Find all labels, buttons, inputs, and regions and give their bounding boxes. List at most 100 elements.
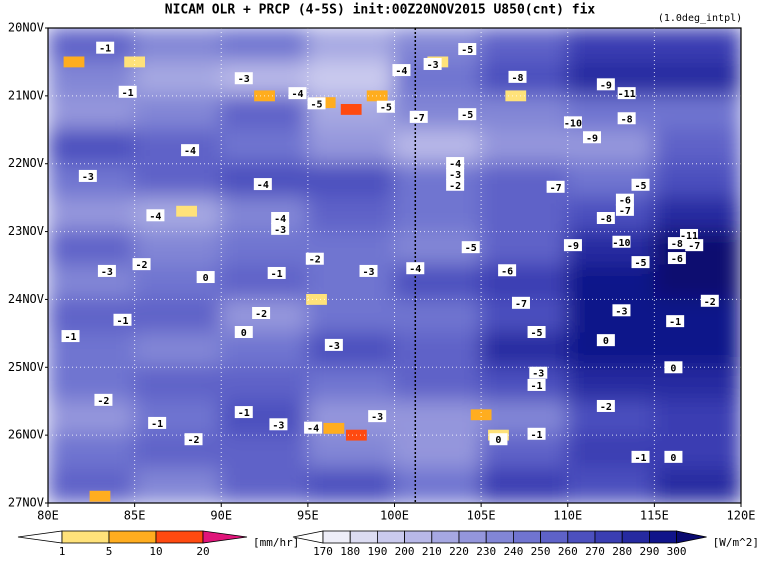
colorbar-cell	[621, 530, 650, 544]
contour-label: -5	[531, 328, 543, 339]
contour-label-bg	[527, 378, 546, 391]
olr-cell	[653, 264, 741, 301]
contour-label: 0	[203, 273, 209, 284]
contour-label: -1	[122, 88, 134, 99]
olr-cell	[133, 468, 223, 503]
contour-label: -1	[271, 269, 283, 280]
colorbar-cell	[485, 530, 514, 544]
olr-cell	[48, 366, 136, 403]
contour-label: -6	[619, 196, 631, 207]
olr-cell	[393, 196, 483, 233]
colorbar-cell	[404, 530, 433, 544]
y-tick-label: 25NOV	[8, 360, 44, 374]
olr-cell	[393, 128, 483, 165]
contour-label-bg	[146, 209, 165, 222]
contour-label-bg	[458, 108, 477, 121]
olr-cell	[566, 468, 656, 503]
olr-cell	[393, 332, 483, 369]
olr-cell	[393, 298, 483, 335]
overlay: -1-1-3-4-5 -5-4-3-5-7 -5-8-9-11-10 -8-9-4-3…	[8, 21, 759, 559]
contour-label: -3	[328, 341, 340, 352]
contour-label: -2	[188, 435, 200, 446]
contour-label: -5	[311, 99, 323, 110]
x-tick-label: 105E	[467, 509, 496, 523]
contour-label-bg	[458, 43, 477, 56]
precip-cell	[470, 409, 492, 421]
colorbar-label: 200	[395, 545, 415, 558]
colorbar-label: 20	[196, 545, 209, 558]
colorbar-label: 190	[367, 545, 387, 558]
contour-label: -9	[586, 133, 598, 144]
contour-label: -7	[515, 299, 527, 310]
olr-cell	[306, 468, 396, 503]
colorbar-cell	[594, 530, 623, 544]
contour-label: -7	[550, 183, 562, 194]
contour-label: -8	[621, 114, 633, 125]
contour-label-bg	[612, 235, 631, 248]
olr-cell	[480, 28, 569, 63]
contour-label-bg	[234, 72, 253, 85]
contour-label-bg	[253, 178, 272, 191]
contour-label-bg	[234, 326, 253, 338]
contour-label-bg	[406, 262, 425, 275]
olr-cell	[48, 264, 136, 301]
contour-label: 0	[495, 435, 501, 446]
olr-cell	[480, 196, 569, 233]
olr-cell	[133, 298, 223, 335]
x-tick-label: 110E	[553, 509, 582, 523]
contour-label: -8	[511, 73, 523, 84]
olr-cell	[480, 230, 569, 267]
x-tick-label: 90E	[210, 509, 232, 523]
contour-label: -6	[501, 266, 513, 277]
olr-cell	[133, 366, 223, 403]
contour-label-bg	[409, 110, 428, 123]
colorbar-label: 180	[340, 545, 360, 558]
contour-label: -7	[413, 113, 425, 124]
y-tick-label: 27NOV	[8, 496, 44, 510]
olr-cell	[653, 128, 741, 165]
chart-title: NICAM OLR + PRCP (4-5S) init:00Z20NOV201…	[165, 3, 596, 18]
contour-label-bg	[288, 87, 307, 100]
colorbar-label: 280	[612, 545, 632, 558]
contour-label-bg	[563, 239, 582, 252]
colorbar-cell	[61, 530, 110, 544]
contour-label: -2	[449, 181, 461, 192]
y-tick-label: 22NOV	[8, 156, 44, 170]
contour-label: -3	[82, 172, 94, 183]
contour-label: -7	[619, 206, 631, 217]
contour-label-bg	[97, 264, 116, 277]
colorbar-label: 300	[667, 545, 687, 558]
contour-label-bg	[181, 144, 200, 157]
contour-label-bg	[583, 131, 602, 144]
olr-cell	[653, 28, 741, 63]
precip-cell	[176, 205, 197, 217]
olr-cell	[220, 332, 309, 369]
colorbar-label: 5	[106, 545, 113, 558]
contour-label-bg	[148, 416, 167, 429]
contour-label-bg	[118, 85, 137, 98]
contour-label-bg	[271, 212, 290, 224]
contour-label: -1	[116, 316, 128, 327]
contour-label: -10	[564, 118, 582, 129]
contour-label: -2	[136, 260, 148, 271]
contour-label: -1	[634, 453, 646, 464]
colorbar-cell	[540, 530, 569, 544]
olr-cell	[393, 434, 483, 471]
contour-label-bg	[596, 78, 615, 91]
contour-label: -7	[688, 241, 700, 252]
contour-label-bg	[269, 418, 288, 431]
contour-label: -5	[461, 45, 473, 56]
chart-subtitle: (1.0deg_intpl)	[658, 13, 742, 24]
colorbar-cell	[458, 530, 487, 544]
olr-cell	[220, 230, 309, 267]
colorbar-label: 250	[531, 545, 551, 558]
contour-label-bg	[252, 307, 271, 319]
colorbar-cell	[376, 530, 405, 544]
contour-label-bg	[631, 450, 650, 463]
contour-label-bg	[324, 338, 343, 351]
contour-label-bg	[113, 313, 132, 326]
olr-cell	[306, 332, 396, 369]
contour-label-bg	[527, 427, 546, 440]
contour-label-bg	[700, 294, 719, 307]
contour-label-bg	[304, 421, 323, 434]
